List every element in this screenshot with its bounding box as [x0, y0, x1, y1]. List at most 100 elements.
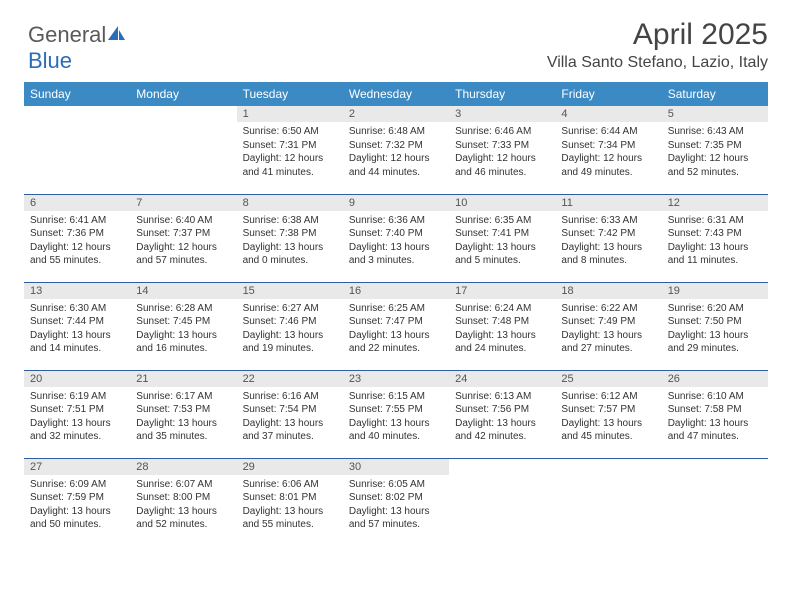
day-content: Sunrise: 6:31 AMSunset: 7:43 PMDaylight:…: [662, 211, 768, 273]
calendar-cell: 24Sunrise: 6:13 AMSunset: 7:56 PMDayligh…: [449, 370, 555, 458]
day-content: Sunrise: 6:40 AMSunset: 7:37 PMDaylight:…: [130, 211, 236, 273]
calendar-cell: 5Sunrise: 6:43 AMSunset: 7:35 PMDaylight…: [662, 106, 768, 194]
day-content: Sunrise: 6:19 AMSunset: 7:51 PMDaylight:…: [24, 387, 130, 449]
brand-part2: Blue: [28, 48, 72, 73]
daylight-line: Daylight: 13 hours and 27 minutes.: [561, 329, 655, 356]
calendar-cell: 14Sunrise: 6:28 AMSunset: 7:45 PMDayligh…: [130, 282, 236, 370]
day-content: Sunrise: 6:38 AMSunset: 7:38 PMDaylight:…: [237, 211, 343, 273]
sunrise-line: Sunrise: 6:50 AM: [243, 125, 337, 139]
sunrise-line: Sunrise: 6:12 AM: [561, 390, 655, 404]
calendar-cell: 29Sunrise: 6:06 AMSunset: 8:01 PMDayligh…: [237, 458, 343, 546]
daylight-line: Daylight: 12 hours and 44 minutes.: [349, 152, 443, 179]
calendar-cell: 25Sunrise: 6:12 AMSunset: 7:57 PMDayligh…: [555, 370, 661, 458]
sunset-line: Sunset: 7:42 PM: [561, 227, 655, 241]
sunrise-line: Sunrise: 6:28 AM: [136, 302, 230, 316]
day-content: Sunrise: 6:44 AMSunset: 7:34 PMDaylight:…: [555, 122, 661, 184]
daylight-line: Daylight: 13 hours and 55 minutes.: [243, 505, 337, 532]
location-subtitle: Villa Santo Stefano, Lazio, Italy: [24, 54, 768, 72]
day-content: Sunrise: 6:07 AMSunset: 8:00 PMDaylight:…: [130, 475, 236, 537]
day-number: 19: [662, 283, 768, 299]
sunrise-line: Sunrise: 6:31 AM: [668, 214, 762, 228]
calendar-cell: 28Sunrise: 6:07 AMSunset: 8:00 PMDayligh…: [130, 458, 236, 546]
calendar-cell: 17Sunrise: 6:24 AMSunset: 7:48 PMDayligh…: [449, 282, 555, 370]
day-content: Sunrise: 6:05 AMSunset: 8:02 PMDaylight:…: [343, 475, 449, 537]
sunset-line: Sunset: 7:40 PM: [349, 227, 443, 241]
calendar-cell: 8Sunrise: 6:38 AMSunset: 7:38 PMDaylight…: [237, 194, 343, 282]
calendar-week-row: 27Sunrise: 6:09 AMSunset: 7:59 PMDayligh…: [24, 458, 768, 546]
day-content: Sunrise: 6:15 AMSunset: 7:55 PMDaylight:…: [343, 387, 449, 449]
day-content: Sunrise: 6:16 AMSunset: 7:54 PMDaylight:…: [237, 387, 343, 449]
daylight-line: Daylight: 13 hours and 16 minutes.: [136, 329, 230, 356]
sunset-line: Sunset: 7:31 PM: [243, 139, 337, 153]
day-number: 4: [555, 106, 661, 122]
sunset-line: Sunset: 7:36 PM: [30, 227, 124, 241]
calendar-cell: 13Sunrise: 6:30 AMSunset: 7:44 PMDayligh…: [24, 282, 130, 370]
calendar-cell: 18Sunrise: 6:22 AMSunset: 7:49 PMDayligh…: [555, 282, 661, 370]
daylight-line: Daylight: 13 hours and 22 minutes.: [349, 329, 443, 356]
daylight-line: Daylight: 13 hours and 45 minutes.: [561, 417, 655, 444]
sunset-line: Sunset: 7:43 PM: [668, 227, 762, 241]
sunrise-line: Sunrise: 6:38 AM: [243, 214, 337, 228]
sunrise-line: Sunrise: 6:19 AM: [30, 390, 124, 404]
calendar-cell: 1Sunrise: 6:50 AMSunset: 7:31 PMDaylight…: [237, 106, 343, 194]
sunrise-line: Sunrise: 6:13 AM: [455, 390, 549, 404]
sunset-line: Sunset: 7:32 PM: [349, 139, 443, 153]
sunset-line: Sunset: 7:55 PM: [349, 403, 443, 417]
sunset-line: Sunset: 7:35 PM: [668, 139, 762, 153]
sunset-line: Sunset: 7:58 PM: [668, 403, 762, 417]
sunset-line: Sunset: 7:48 PM: [455, 315, 549, 329]
daylight-line: Daylight: 13 hours and 11 minutes.: [668, 241, 762, 268]
calendar-cell: [24, 106, 130, 194]
month-title: April 2025: [24, 18, 768, 52]
sunset-line: Sunset: 7:51 PM: [30, 403, 124, 417]
day-content: Sunrise: 6:10 AMSunset: 7:58 PMDaylight:…: [662, 387, 768, 449]
daylight-line: Daylight: 13 hours and 24 minutes.: [455, 329, 549, 356]
day-content: Sunrise: 6:43 AMSunset: 7:35 PMDaylight:…: [662, 122, 768, 184]
sunrise-line: Sunrise: 6:09 AM: [30, 478, 124, 492]
sunrise-line: Sunrise: 6:15 AM: [349, 390, 443, 404]
day-number: 28: [130, 459, 236, 475]
daylight-line: Daylight: 13 hours and 40 minutes.: [349, 417, 443, 444]
sail-icon: [108, 22, 126, 48]
calendar-cell: [555, 458, 661, 546]
day-number: 14: [130, 283, 236, 299]
day-content: Sunrise: 6:50 AMSunset: 7:31 PMDaylight:…: [237, 122, 343, 184]
daylight-line: Daylight: 13 hours and 35 minutes.: [136, 417, 230, 444]
weekday-header: Tuesday: [237, 82, 343, 106]
calendar-cell: 11Sunrise: 6:33 AMSunset: 7:42 PMDayligh…: [555, 194, 661, 282]
day-number: 25: [555, 371, 661, 387]
sunrise-line: Sunrise: 6:33 AM: [561, 214, 655, 228]
daylight-line: Daylight: 13 hours and 50 minutes.: [30, 505, 124, 532]
calendar-cell: 23Sunrise: 6:15 AMSunset: 7:55 PMDayligh…: [343, 370, 449, 458]
sunrise-line: Sunrise: 6:35 AM: [455, 214, 549, 228]
sunset-line: Sunset: 7:49 PM: [561, 315, 655, 329]
calendar-cell: 9Sunrise: 6:36 AMSunset: 7:40 PMDaylight…: [343, 194, 449, 282]
weekday-header: Sunday: [24, 82, 130, 106]
day-content: Sunrise: 6:24 AMSunset: 7:48 PMDaylight:…: [449, 299, 555, 361]
day-content: Sunrise: 6:17 AMSunset: 7:53 PMDaylight:…: [130, 387, 236, 449]
weekday-header: Monday: [130, 82, 236, 106]
calendar-cell: 27Sunrise: 6:09 AMSunset: 7:59 PMDayligh…: [24, 458, 130, 546]
sunset-line: Sunset: 7:47 PM: [349, 315, 443, 329]
calendar-cell: 6Sunrise: 6:41 AMSunset: 7:36 PMDaylight…: [24, 194, 130, 282]
day-number: 1: [237, 106, 343, 122]
weekday-header: Thursday: [449, 82, 555, 106]
calendar-cell: [662, 458, 768, 546]
day-content: Sunrise: 6:46 AMSunset: 7:33 PMDaylight:…: [449, 122, 555, 184]
sunset-line: Sunset: 8:00 PM: [136, 491, 230, 505]
day-content: Sunrise: 6:27 AMSunset: 7:46 PMDaylight:…: [237, 299, 343, 361]
title-block: April 2025 Villa Santo Stefano, Lazio, I…: [24, 18, 768, 72]
sunset-line: Sunset: 7:44 PM: [30, 315, 124, 329]
sunrise-line: Sunrise: 6:40 AM: [136, 214, 230, 228]
daylight-line: Daylight: 12 hours and 49 minutes.: [561, 152, 655, 179]
sunset-line: Sunset: 7:46 PM: [243, 315, 337, 329]
sunrise-line: Sunrise: 6:41 AM: [30, 214, 124, 228]
sunset-line: Sunset: 7:59 PM: [30, 491, 124, 505]
daylight-line: Daylight: 12 hours and 46 minutes.: [455, 152, 549, 179]
weekday-header-row: Sunday Monday Tuesday Wednesday Thursday…: [24, 82, 768, 106]
day-content: Sunrise: 6:25 AMSunset: 7:47 PMDaylight:…: [343, 299, 449, 361]
daylight-line: Daylight: 12 hours and 52 minutes.: [668, 152, 762, 179]
day-number: 24: [449, 371, 555, 387]
day-number: 3: [449, 106, 555, 122]
calendar-cell: 12Sunrise: 6:31 AMSunset: 7:43 PMDayligh…: [662, 194, 768, 282]
